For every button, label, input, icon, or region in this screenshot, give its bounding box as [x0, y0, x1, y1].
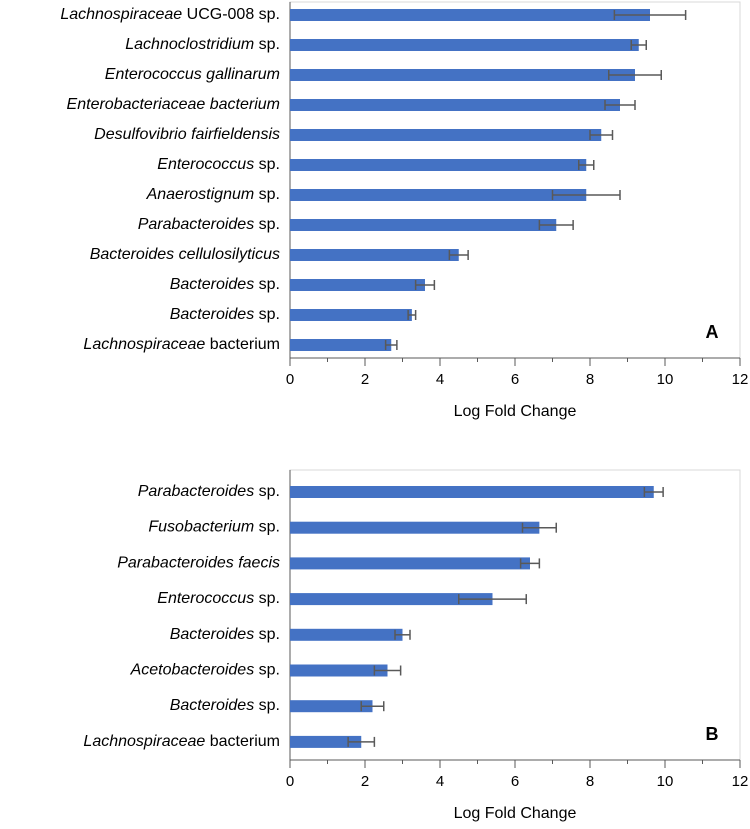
- x-tick-label: 12: [732, 371, 749, 388]
- category-label: Anaerostignum sp.: [146, 186, 280, 203]
- bar: [290, 521, 540, 534]
- x-tick-label: 4: [436, 371, 444, 388]
- category-label: Bacteroides sp.: [170, 626, 280, 643]
- x-axis-label: Log Fold Change: [454, 403, 577, 420]
- bar: [290, 735, 362, 748]
- bar: [290, 700, 373, 713]
- error-bar: [347, 736, 376, 747]
- category-label: Enterococcus sp.: [157, 156, 280, 173]
- error-bar: [538, 220, 574, 230]
- error-bar: [630, 40, 647, 50]
- bar: [290, 39, 639, 51]
- x-tick-label: 8: [586, 371, 594, 388]
- x-tick-label: 2: [361, 773, 369, 790]
- error-bar: [578, 160, 595, 170]
- error-bar: [551, 190, 621, 200]
- error-bar: [613, 10, 687, 20]
- error-bar: [604, 100, 636, 110]
- bar: [290, 219, 557, 231]
- bar: [290, 189, 587, 201]
- error-bar: [407, 310, 417, 320]
- bar: [290, 557, 530, 570]
- category-label: Bacteroides sp.: [170, 306, 280, 323]
- category-label: Parabacteroides faecis: [117, 555, 280, 572]
- category-label: Enterobacteriaceae bacterium: [67, 96, 280, 113]
- category-label: Parabacteroides sp.: [138, 483, 280, 500]
- bar: [290, 69, 635, 81]
- category-label: Acetobacteroides sp.: [130, 662, 280, 679]
- bar: [290, 486, 654, 498]
- bar: [290, 664, 388, 677]
- error-bar: [521, 522, 557, 533]
- category-label: Bacteroides sp.: [170, 276, 280, 293]
- bar: [290, 9, 650, 21]
- category-label: Bacteroides cellulosilyticus: [90, 246, 280, 263]
- error-bar: [384, 340, 398, 350]
- error-bar: [519, 558, 541, 569]
- x-tick-label: 12: [732, 773, 749, 790]
- error-bar: [448, 250, 469, 260]
- category-label: Enterococcus sp.: [157, 590, 280, 607]
- x-tick-label: 2: [361, 371, 369, 388]
- bar: [290, 279, 425, 291]
- x-tick-label: 0: [286, 773, 294, 790]
- bar: [290, 628, 403, 641]
- error-bar: [589, 130, 614, 140]
- bar: [290, 593, 493, 606]
- category-label: Enterococcus gallinarum: [105, 66, 280, 83]
- bar: [290, 309, 412, 321]
- category-label: Lachnospiraceae UCG-008 sp.: [60, 6, 280, 23]
- x-tick-label: 10: [657, 371, 674, 388]
- panel-label: A: [706, 322, 719, 342]
- panel-label: B: [706, 724, 719, 744]
- error-bar: [643, 487, 664, 497]
- panel: 0 2 4 6 8 10 12 Log Fold Change A Lachnospiraceae…: [60, 1, 749, 420]
- plot-frame: [289, 1, 741, 359]
- error-bar: [608, 70, 662, 80]
- x-tick-label: 4: [436, 773, 444, 790]
- error-bar: [394, 629, 411, 640]
- x-tick-label: 8: [586, 773, 594, 790]
- category-label: Desulfovibrio fairfieldensis: [94, 126, 280, 143]
- bar: [290, 249, 459, 261]
- x-tick-label: 6: [511, 773, 519, 790]
- category-label: Lachnospiraceae bacterium: [83, 733, 280, 750]
- category-label: Parabacteroides sp.: [138, 216, 280, 233]
- panel: 0 2 4 6 8 10 12 Log Fold Change B Parabacteroides…: [83, 469, 749, 822]
- error-bar: [373, 665, 402, 676]
- x-tick-label: 6: [511, 371, 519, 388]
- category-label: Lachnospiraceae bacterium: [83, 336, 280, 353]
- bar: [290, 159, 587, 171]
- category-label: Bacteroides sp.: [170, 697, 280, 714]
- bar: [290, 99, 620, 111]
- x-axis-label: Log Fold Change: [454, 805, 577, 822]
- error-bar: [360, 701, 385, 712]
- plot-frame: [289, 469, 741, 761]
- category-label: Fusobacterium sp.: [148, 519, 280, 536]
- x-tick-label: 10: [657, 773, 674, 790]
- bar: [290, 129, 602, 141]
- error-bar: [458, 594, 527, 605]
- error-bar: [414, 280, 436, 290]
- category-label: Lachnoclostridium sp.: [125, 36, 280, 53]
- x-tick-label: 0: [286, 371, 294, 388]
- bar: [290, 339, 392, 351]
